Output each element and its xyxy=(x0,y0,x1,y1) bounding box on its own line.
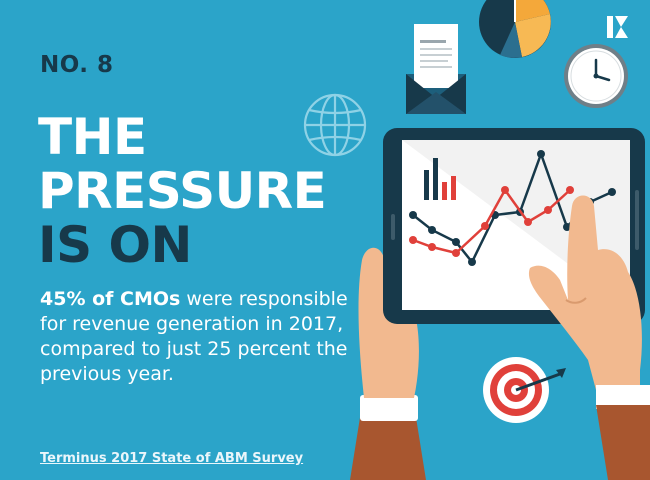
globe-icon xyxy=(303,93,367,157)
source-link[interactable]: Terminus 2017 State of ABM Survey xyxy=(40,451,304,466)
headline-line-1: THE xyxy=(38,108,147,166)
stat-description: 45% of CMOs were responsible for revenue… xyxy=(40,287,370,387)
clock-icon xyxy=(564,44,628,108)
stat-highlight: 45% of CMOs xyxy=(40,288,181,310)
right-hand xyxy=(528,195,650,480)
stat-text: were responsible for revenue generation … xyxy=(40,288,348,385)
headline-line-2: PRESSURE xyxy=(38,162,327,220)
stat-number: NO. 8 xyxy=(40,52,114,78)
brand-logo-icon xyxy=(607,16,628,38)
left-hand xyxy=(350,247,426,480)
headline: THE PRESSURE IS ON xyxy=(38,108,327,274)
target-icon xyxy=(483,357,566,423)
pie-chart-icon xyxy=(479,0,551,58)
headline-line-3: IS ON xyxy=(38,216,192,274)
envelope-icon xyxy=(406,24,466,114)
